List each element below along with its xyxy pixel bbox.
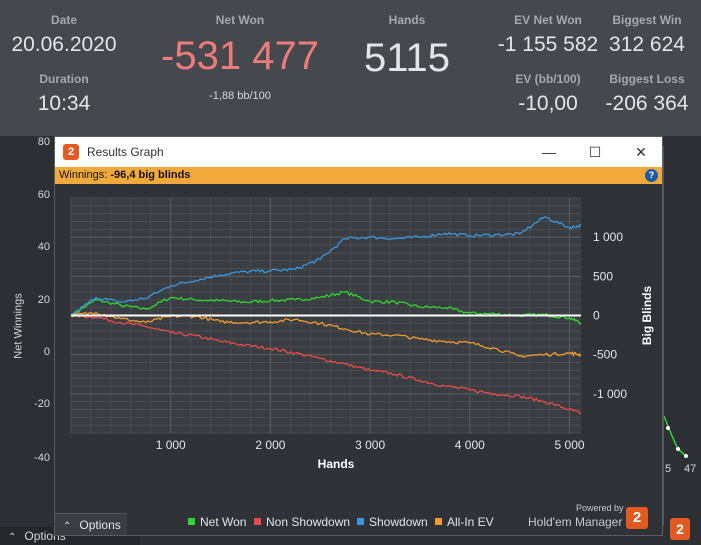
legend-swatch — [254, 518, 261, 525]
winnings-value: -96,4 big blinds — [110, 169, 191, 181]
back-ytick: -20 — [34, 398, 50, 410]
biggest-win-label: Biggest Win — [612, 13, 682, 27]
legend-showdown[interactable]: Showdown — [357, 515, 428, 529]
net-won-bb-per-100: -1,88 bb/100 — [209, 90, 271, 102]
x-tick-label: 5 000 — [555, 438, 585, 452]
x-tick-label: 4 000 — [455, 438, 485, 452]
legend-non-showdown[interactable]: Non Showdown — [254, 515, 350, 529]
winnings-prefix: Winnings: — [59, 169, 108, 181]
chevron-up-icon: ⌃ — [63, 521, 72, 532]
ev-net-won-value: -1 155 582 — [497, 33, 599, 56]
back-ytick: 0 — [43, 346, 50, 358]
options-button[interactable]: ⌃ Options — [55, 513, 127, 535]
y-tick-label: -1 000 — [593, 387, 627, 401]
date-label: Date — [50, 13, 77, 27]
window-title: Results Graph — [87, 145, 164, 159]
brand-name: Hold'em Manager — [528, 515, 623, 529]
hands-label: Hands — [388, 13, 426, 27]
powered-by-text: Powered by — [576, 503, 624, 513]
chevron-up-icon: ⌃ — [8, 532, 17, 543]
y-axis-title: Big Blinds — [640, 286, 654, 346]
results-chart: 1 000 2 000 3 000 4 000 5 000 1 000 500 0 -500 -1… — [70, 197, 654, 471]
x-tick-label: 2 000 — [255, 438, 285, 452]
hm-logo-icon: 2 — [670, 518, 690, 540]
back-ytick: 20 — [37, 294, 50, 306]
ev-net-won-label: EV Net Won — [514, 13, 582, 27]
biggest-win-value: 312 624 — [609, 33, 685, 56]
ev-bb-value: -10,00 — [518, 92, 578, 115]
winnings-summary-bar: Winnings: -96,4 big blinds ? — [55, 167, 662, 184]
x-tick-label: 1 000 — [156, 438, 186, 452]
net-won-label: Net Won — [215, 13, 265, 27]
back-chart-right-edge — [663, 146, 701, 526]
minimize-button[interactable]: — — [542, 144, 556, 160]
session-stats-panel: Date 20.06.2020 Duration 10:34 Net Won -… — [0, 0, 701, 136]
series-line-non-showdown — [70, 313, 582, 415]
net-won-value: -531 477 — [161, 34, 319, 78]
legend-all-in-ev[interactable]: All-In EV — [435, 515, 494, 529]
hm-logo-icon: 2 — [626, 507, 648, 529]
back-ytick: 80 — [37, 136, 50, 148]
y-tick-label: 500 — [593, 269, 613, 283]
back-ytick: 60 — [37, 189, 50, 201]
y-tick-label: -500 — [593, 348, 617, 362]
series-line-showdown — [70, 216, 582, 316]
back-y-axis-label: Net Winnings — [12, 293, 25, 359]
legend-label: All-In EV — [447, 515, 494, 529]
legend-swatch — [435, 518, 442, 525]
title-bar[interactable]: 2 Results Graph — ☐ ✕ — [55, 137, 662, 167]
series-line-all-in-ev — [70, 311, 582, 359]
ev-bb-label: EV (bb/100) — [515, 72, 581, 86]
back-ytick: 40 — [37, 241, 50, 253]
legend-net-won[interactable]: Net Won — [188, 515, 246, 529]
back-chart-partial-line — [663, 415, 688, 458]
close-button[interactable]: ✕ — [635, 144, 647, 160]
legend-label: Showdown — [369, 515, 428, 529]
legend-label: Non Showdown — [266, 515, 351, 529]
legend-label: Net Won — [200, 515, 247, 529]
y-tick-label: 0 — [593, 309, 600, 323]
results-graph-dialog: 2 Results Graph — ☐ ✕ Winnings: -96,4 bi… — [54, 136, 663, 536]
help-icon[interactable]: ? — [645, 169, 658, 182]
duration-label: Duration — [39, 72, 89, 86]
legend-swatch — [357, 518, 364, 525]
hands-value: 5115 — [363, 36, 450, 80]
back-xtick: 5 — [665, 463, 672, 475]
back-xtick: 47 — [684, 463, 697, 475]
back-ytick: -40 — [34, 452, 50, 464]
options-label: Options — [79, 518, 121, 532]
hm-app-icon: 2 — [63, 144, 79, 160]
legend-swatch — [188, 518, 195, 525]
duration-value: 10:34 — [37, 92, 91, 115]
date-value: 20.06.2020 — [11, 33, 117, 56]
biggest-loss-label: Biggest Loss — [609, 72, 685, 86]
x-axis-title: Hands — [318, 457, 355, 471]
y-tick-label: 1 000 — [593, 230, 623, 244]
maximize-button[interactable]: ☐ — [588, 144, 602, 160]
biggest-loss-value: -206 364 — [605, 92, 689, 115]
x-tick-label: 3 000 — [355, 438, 385, 452]
